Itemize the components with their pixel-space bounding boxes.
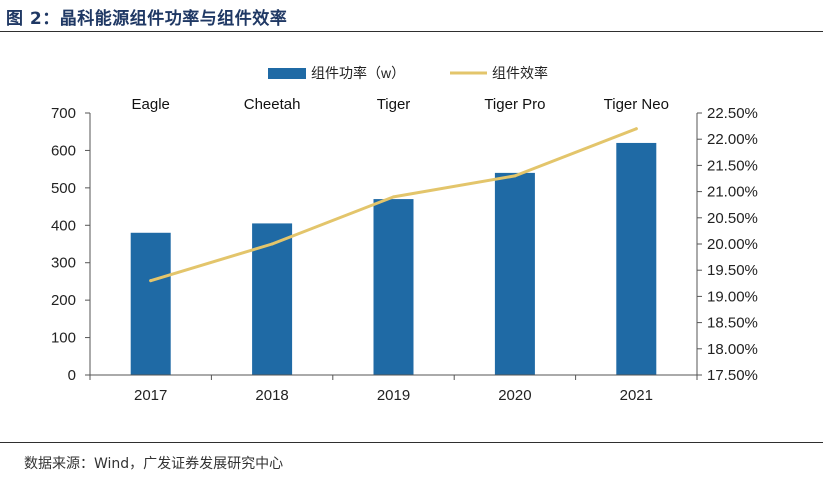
title-rule [0, 31, 823, 32]
left-tick-label: 700 [51, 105, 76, 122]
x-tick-label: 2017 [134, 387, 167, 404]
x-tick-label: 2018 [255, 387, 288, 404]
bar-annotation: Tiger Neo [604, 96, 669, 113]
left-tick-label: 500 [51, 180, 76, 197]
efficiency-point-2018 [270, 242, 274, 246]
x-tick-label: 2019 [377, 387, 410, 404]
bar-2017 [130, 232, 171, 375]
bar-annotation: Cheetah [244, 96, 301, 113]
legend-bar-label: 组件功率（w） [311, 65, 405, 81]
x-tick-label: 2020 [498, 387, 531, 404]
legend-line-label: 组件效率 [492, 65, 548, 81]
left-tick-label: 0 [68, 367, 76, 384]
combo-chart: 组件功率（w） 组件效率 0 100 200 300 400 500 600 700 17.50% 1… [51, 65, 758, 404]
right-tick-label: 21.50% [707, 157, 758, 174]
right-tick-label: 20.50% [707, 210, 758, 227]
left-tick-label: 600 [51, 142, 76, 159]
bar-2018 [252, 223, 293, 375]
bar-annotation: Tiger Pro [484, 96, 545, 113]
efficiency-point-2020 [513, 174, 517, 178]
right-tick-label: 19.00% [707, 288, 758, 305]
source-note: 数据来源：Wind，广发证券发展研究中心 [24, 456, 284, 472]
right-tick-label: 18.00% [707, 341, 758, 358]
left-tick-label: 200 [51, 292, 76, 309]
bar-annotation: Eagle [132, 96, 170, 113]
bar-2021 [616, 142, 657, 375]
legend-bar-swatch [268, 68, 306, 79]
source-rule [0, 442, 823, 443]
efficiency-point-2017 [149, 279, 153, 283]
x-tick-label: 2021 [620, 387, 653, 404]
efficiency-point-2019 [392, 195, 395, 199]
right-tick-label: 21.00% [707, 184, 758, 201]
right-tick-label: 17.50% [707, 367, 758, 384]
left-tick-label: 100 [51, 330, 76, 347]
right-tick-label: 19.50% [707, 262, 758, 279]
bar-2020 [494, 172, 535, 375]
efficiency-point-2021 [634, 127, 638, 131]
right-tick-label: 22.00% [707, 131, 758, 148]
bar-annotation: Tiger [377, 96, 411, 113]
left-tick-label: 400 [51, 217, 76, 234]
left-tick-label: 300 [51, 255, 76, 272]
right-tick-label: 18.50% [707, 315, 758, 332]
figure-title: 图 2：晶科能源组件功率与组件效率 [6, 9, 288, 29]
right-tick-label: 20.00% [707, 236, 758, 253]
bar-2019 [373, 199, 414, 375]
right-tick-label: 22.50% [707, 105, 758, 122]
